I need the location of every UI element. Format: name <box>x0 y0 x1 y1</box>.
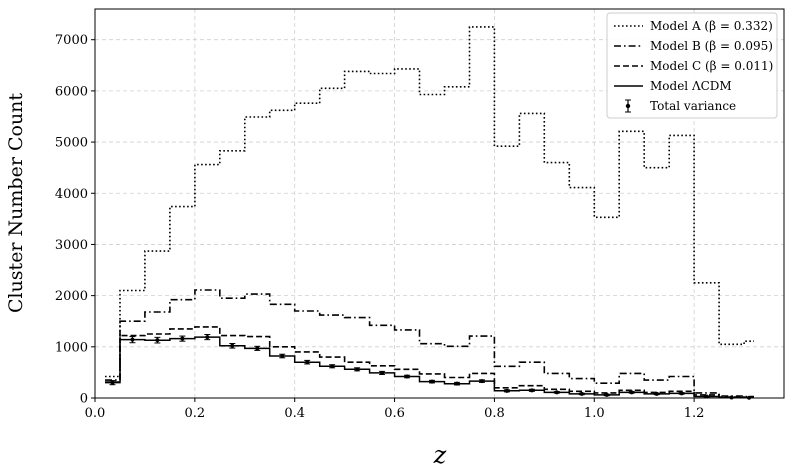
x-tick-label: 1.2 <box>684 406 705 421</box>
variance-point <box>405 374 410 379</box>
y-tick-label: 4000 <box>55 187 88 202</box>
y-tick-label: 7000 <box>55 33 88 48</box>
plot-frame <box>94 8 785 399</box>
series-line-1 <box>105 26 754 378</box>
variance-point <box>504 388 509 393</box>
variance-point <box>280 354 285 359</box>
legend-label: Model A (β = 0.332) <box>650 19 773 33</box>
legend-label: Model ΛCDM <box>650 79 732 93</box>
x-tick-label: 0.0 <box>85 406 106 421</box>
variance-point <box>255 346 260 351</box>
legend-box <box>606 12 778 119</box>
variance-point <box>155 338 160 343</box>
y-axis-ticks: 0 1000 2000 3000 4000 5000 6000 7000 <box>55 33 95 407</box>
variance-point <box>554 390 559 395</box>
x-tick-label: 1.0 <box>584 406 605 421</box>
legend-label: Model B (β = 0.095) <box>650 39 773 53</box>
x-axis-ticks: 0.0 0.2 0.4 0.6 0.8 1.0 1.2 <box>85 398 705 421</box>
variance-point <box>479 379 484 384</box>
legend-swatch-point <box>625 103 631 109</box>
variance-point <box>180 336 185 341</box>
x-tick-label: 0.8 <box>484 406 505 421</box>
variance-point <box>654 391 659 396</box>
variance-point <box>454 381 459 386</box>
y-tick-label: 6000 <box>55 84 88 99</box>
variance-point <box>529 388 534 393</box>
variance-point <box>604 392 609 397</box>
y-tick-label: 5000 <box>55 136 88 151</box>
variance-point <box>205 335 210 340</box>
variance-point <box>430 379 435 384</box>
y-tick-label: 2000 <box>55 289 88 304</box>
series-line-3 <box>105 326 754 399</box>
x-tick-label: 0.6 <box>384 406 405 421</box>
variance-point <box>679 391 684 396</box>
variance-point <box>629 390 634 395</box>
x-axis-title: z <box>433 441 447 469</box>
series-line-2 <box>105 289 754 398</box>
legend-label: Total variance <box>650 99 736 113</box>
variance-point <box>110 380 115 385</box>
variance-point <box>130 337 135 342</box>
x-tick-label: 0.2 <box>185 406 206 421</box>
y-tick-label: 3000 <box>55 238 88 253</box>
variance-point <box>330 364 335 369</box>
legend-label: Model C (β = 0.011) <box>650 59 773 73</box>
variance-point <box>579 391 584 396</box>
y-tick-label: 0 <box>80 392 88 407</box>
x-tick-label: 0.4 <box>284 406 305 421</box>
variance-point <box>704 394 709 399</box>
variance-point <box>305 360 310 365</box>
series-line-4 <box>105 336 754 399</box>
y-tick-label: 1000 <box>55 340 88 355</box>
legend: Model A (β = 0.332) Model B (β = 0.095) Mo… <box>606 12 778 119</box>
variance-point <box>729 395 734 400</box>
y-axis-title: Cluster Number Count <box>5 93 27 313</box>
variance-point <box>355 367 360 372</box>
variance-point <box>230 343 235 348</box>
variance-point <box>380 370 385 375</box>
